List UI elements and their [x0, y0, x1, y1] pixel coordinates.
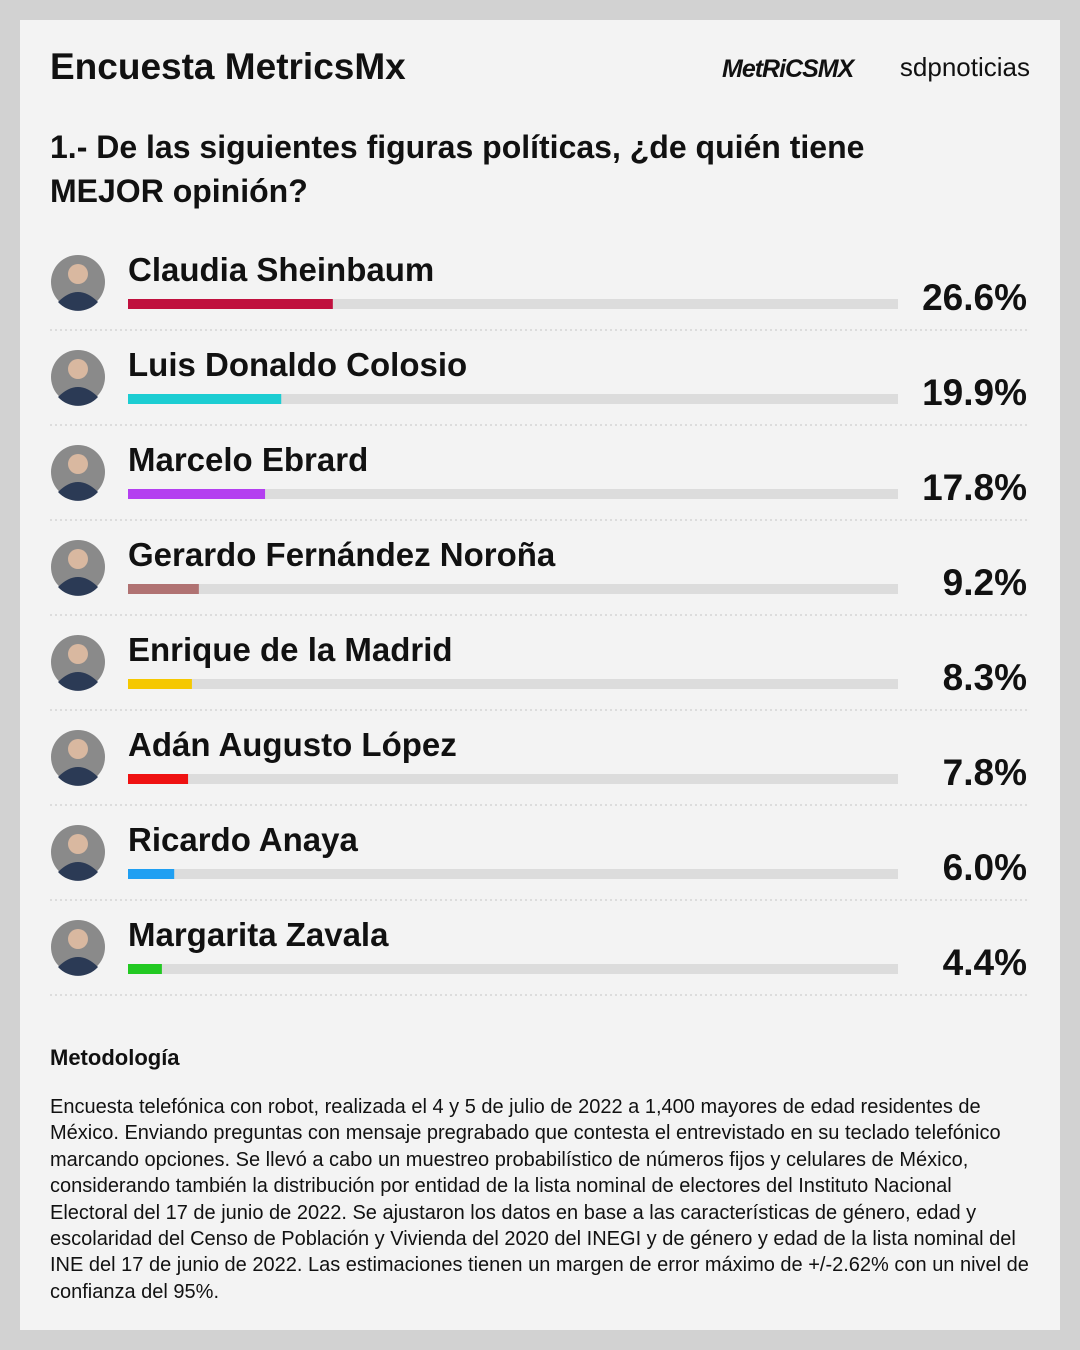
bar	[128, 584, 199, 594]
avatar-body	[58, 957, 98, 976]
card	[20, 20, 1060, 1330]
logo-metrics: MetRiCSMX	[722, 55, 856, 83]
avatar-head	[68, 644, 88, 664]
bar	[128, 774, 189, 784]
value-label: 26.6%	[922, 277, 1027, 318]
chart-title: Encuesta MetricsMx	[50, 46, 406, 87]
category-label: Marcelo Ebrard	[128, 441, 368, 478]
bar	[128, 869, 175, 879]
value-label: 9.2%	[943, 562, 1027, 603]
avatar-head	[68, 834, 88, 854]
avatar-head	[68, 929, 88, 949]
bar-track	[128, 299, 898, 309]
bar	[128, 489, 266, 499]
value-label: 4.4%	[943, 942, 1027, 983]
category-label: Ricardo Anaya	[128, 821, 359, 858]
bar	[128, 394, 282, 404]
bar-track	[128, 584, 898, 594]
bar-track	[128, 679, 898, 689]
avatar-head	[68, 739, 88, 759]
avatar-body	[58, 292, 98, 311]
avatar-head	[68, 454, 88, 474]
avatar-body	[58, 767, 98, 786]
logo-sdp: sdpnoticias	[900, 52, 1030, 82]
chart-subtitle: 1.- De las siguientes figuras políticas,…	[50, 129, 864, 209]
category-label: Margarita Zavala	[128, 916, 389, 953]
avatar-body	[58, 482, 98, 501]
avatar-body	[58, 862, 98, 881]
value-label: 6.0%	[943, 847, 1027, 888]
avatar-head	[68, 359, 88, 379]
category-label: Gerardo Fernández Noroña	[128, 536, 556, 573]
chart: Encuesta MetricsMx MetRiCSMX sdpnoticias…	[50, 46, 1030, 996]
avatar-head	[68, 549, 88, 569]
bar	[128, 964, 162, 974]
category-label: Adán Augusto López	[128, 726, 457, 763]
avatar-body	[58, 577, 98, 596]
bar	[128, 299, 333, 309]
category-label: Claudia Sheinbaum	[128, 251, 434, 288]
avatar-body	[58, 672, 98, 691]
category-label: Luis Donaldo Colosio	[128, 346, 467, 383]
bar-track	[128, 964, 898, 974]
avatar-head	[68, 264, 88, 284]
methodology-heading: Metodología	[50, 1045, 180, 1070]
value-label: 19.9%	[922, 372, 1027, 413]
category-label: Enrique de la Madrid	[128, 631, 453, 668]
value-label: 8.3%	[943, 657, 1027, 698]
value-label: 7.8%	[943, 752, 1027, 793]
bar-track	[128, 489, 898, 499]
bar-track	[128, 869, 898, 879]
avatar-body	[58, 387, 98, 406]
methodology-text: Encuesta telefónica con robot, realizada…	[50, 1096, 1029, 1303]
value-label: 17.8%	[922, 467, 1027, 508]
bar-track	[128, 774, 898, 784]
bar-track	[128, 394, 898, 404]
bar	[128, 679, 192, 689]
